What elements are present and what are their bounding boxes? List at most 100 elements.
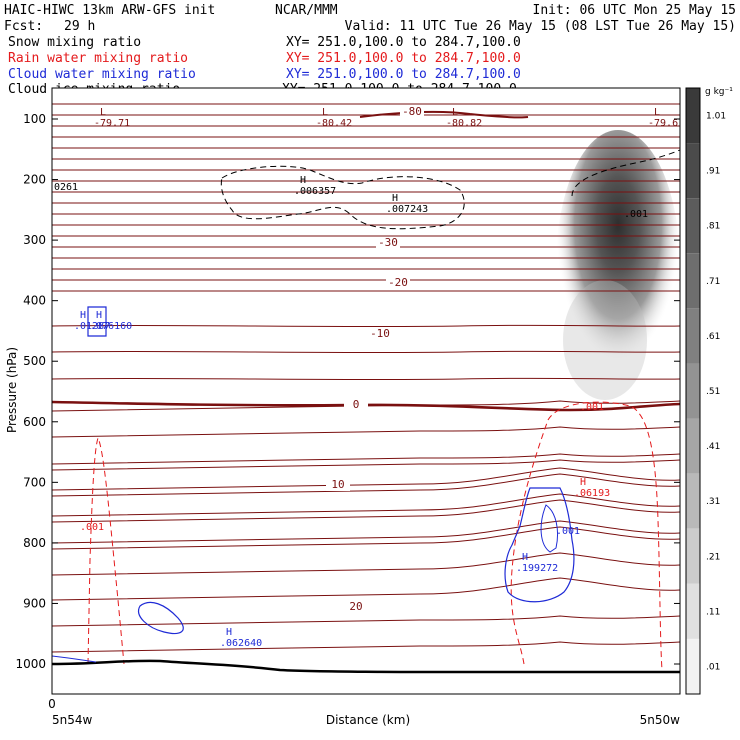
cloud-water-small	[138, 601, 184, 635]
snow-contour	[220, 165, 465, 230]
isotherm	[52, 499, 680, 523]
terrain-line	[52, 659, 680, 674]
extremum-value: -80.42	[316, 118, 352, 129]
extremum-value: .007243	[386, 204, 428, 215]
isotherm	[52, 350, 680, 354]
isotherm-label-bg	[344, 399, 368, 411]
isotherm-label-bg	[326, 479, 350, 491]
colorbar-swatch	[686, 418, 700, 474]
y-tick-label: 900	[23, 596, 46, 610]
extremum-letter: H	[96, 310, 102, 321]
colorbar-swatch	[686, 88, 700, 144]
colorbar-label: .21	[706, 552, 720, 562]
cloud-water-inner	[540, 504, 559, 553]
x-tick-0: 0	[48, 697, 56, 711]
field-rain-name: Rain water mixing ratio	[8, 51, 188, 66]
extremum-letter: L	[452, 107, 458, 118]
y-tick-label: 300	[23, 233, 46, 247]
cloud-water-contour	[504, 487, 575, 603]
colorbar-swatch	[686, 638, 700, 694]
contour-value-label: .001	[624, 209, 648, 220]
isotherm	[52, 552, 680, 576]
extremum-letter: H	[300, 175, 306, 186]
colorbar-label: .31	[706, 497, 720, 507]
isotherm-label: 10	[331, 478, 344, 491]
colorbar-label: .91	[706, 167, 720, 177]
header-valid: Valid: 11 UTC Tue 26 May 15 (08 LST Tue …	[345, 19, 736, 34]
isotherm-label-bg	[386, 277, 410, 289]
extremum-value: .06193	[574, 488, 610, 499]
x-axis-label: Distance (km)	[326, 713, 410, 727]
extremum-value: .076160	[90, 321, 132, 332]
field-rain-xy: XY= 251.0,100.0 to 284.7,100.0	[286, 51, 521, 66]
plot-frame	[51, 87, 681, 695]
contour-value-label: 0261	[54, 182, 78, 193]
contour-labels: -80-30-20-1001020L-79.71L-80.42L-80.82L-…	[54, 105, 678, 649]
isotherm-label-bg	[400, 106, 424, 118]
isotherm-label: 0	[353, 398, 360, 411]
isotherm-label-bg	[344, 601, 368, 613]
snow-shading-tail	[563, 280, 647, 400]
snow-contour-right	[571, 149, 680, 197]
y-tick-label: 500	[23, 354, 46, 368]
isotherm	[52, 377, 680, 381]
isotherm-label-bg	[368, 328, 392, 340]
y-tick-label: 1000	[15, 657, 46, 671]
colorbar-label: .61	[706, 332, 720, 342]
colorbar-swatch	[686, 143, 700, 199]
isotherm-zero	[52, 400, 680, 412]
extremum-value: .01287	[74, 321, 110, 332]
isotherm	[52, 615, 680, 627]
colorbar-swatch	[686, 198, 700, 254]
extremum-letter: H	[80, 310, 86, 321]
y-tick-label: 700	[23, 475, 46, 489]
colorbar-label: .81	[706, 222, 720, 232]
extremum-letter: L	[654, 107, 660, 118]
contour-value-label: .001	[80, 522, 104, 533]
isotherm-label-bg	[376, 237, 400, 249]
colorbar-frame	[685, 87, 701, 695]
rain-contour-right	[510, 401, 663, 671]
extremum-value: .006357	[294, 186, 336, 197]
field-snow-xy: XY= 251.0,100.0 to 284.7,100.0	[286, 35, 521, 50]
snow-shading	[556, 130, 680, 400]
colorbar-label: .11	[706, 607, 720, 617]
extremum-letter: L	[100, 107, 106, 118]
isotherm	[52, 577, 680, 601]
extremum-letter: H	[580, 477, 586, 488]
isotherm	[52, 459, 680, 471]
isotherm-label: -20	[388, 276, 408, 289]
isotherm	[52, 426, 680, 438]
header-init: Init: 06 UTC Mon 25 May 15	[533, 3, 737, 18]
x-left-label: 5n54w	[52, 713, 93, 727]
field-cloud-water-xy: XY= 251.0,100.0 to 284.7,100.0	[286, 67, 521, 82]
colorbar-swatch	[686, 583, 700, 639]
colorbar-label: .51	[706, 387, 720, 397]
isotherm	[52, 324, 680, 328]
colorbar-label: .41	[706, 442, 720, 452]
plot-area: -80-30-20-1001020L-79.71L-80.42L-80.82L-…	[52, 88, 680, 694]
y-tick-label: 200	[23, 173, 46, 187]
isotherm	[52, 473, 680, 497]
colorbar-swatch	[686, 473, 700, 529]
field-cloud-water-name: Cloud water mixing ratio	[8, 67, 196, 82]
header-fcst-label: Fcst:	[4, 19, 43, 34]
isotherm	[52, 526, 680, 550]
extremum-letter: H	[226, 627, 232, 638]
isotherm-label: -30	[378, 236, 398, 249]
colorbar-swatch	[686, 308, 700, 364]
hydrometeor-contours	[52, 149, 680, 674]
extremum-value: -79.71	[94, 118, 130, 129]
colorbar-label: .01	[706, 662, 720, 672]
isotherm-lines	[52, 103, 680, 653]
colorbar-swatch	[686, 528, 700, 584]
header-fcst-value: 29 h	[64, 19, 95, 34]
isotherm	[52, 520, 680, 544]
cloud-water-box	[87, 306, 107, 337]
isotherm-minus-80	[359, 110, 529, 119]
extremum-letter: L	[322, 107, 328, 118]
isotherm	[52, 453, 680, 465]
isotherm	[52, 493, 680, 517]
